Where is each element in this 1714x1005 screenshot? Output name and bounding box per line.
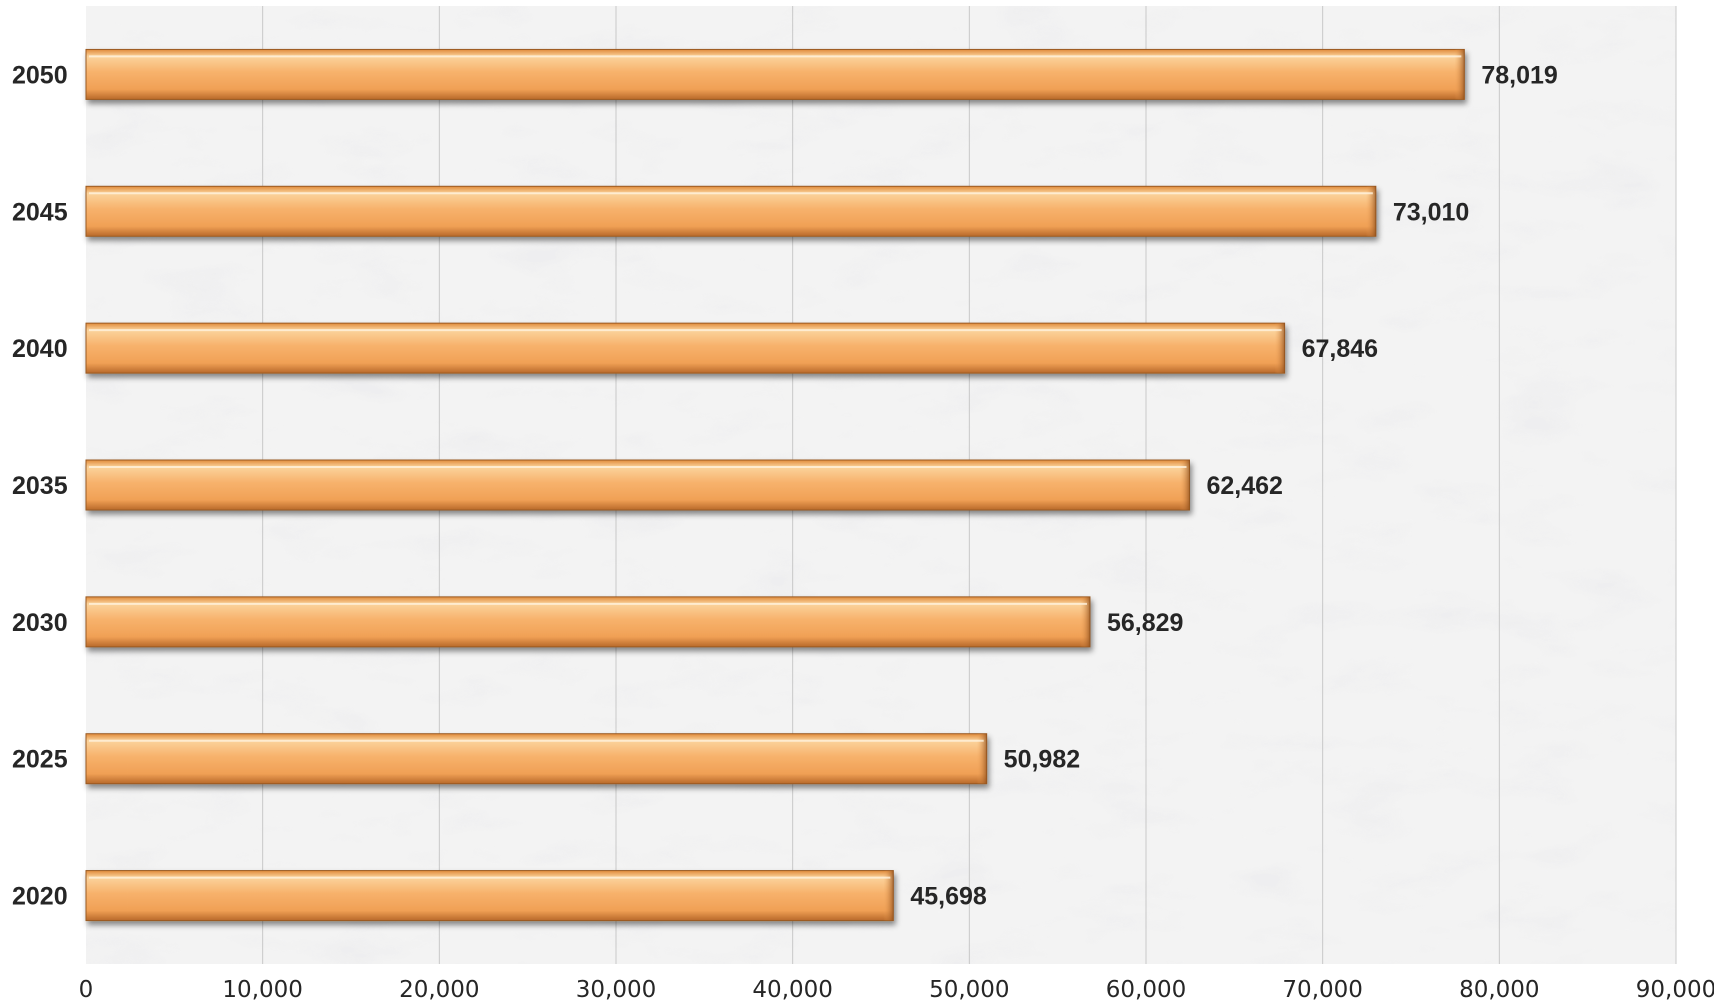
category-label: 2040 (12, 335, 68, 363)
category-label: 2025 (12, 746, 68, 774)
bar-end-bevel (1079, 596, 1090, 647)
bar-end-bevel (1454, 49, 1465, 100)
data-label: 62,462 (1206, 472, 1282, 500)
data-labels: 78,019 73,010 67,846 62,462 56,829 50,982 45,6… (910, 61, 1557, 910)
bar-2040 (85, 322, 1286, 374)
x-tick-label: 80,000 (1459, 977, 1539, 1000)
x-tick-label: 50,000 (929, 977, 1009, 1000)
bar-2020 (85, 870, 894, 922)
bar-2050 (85, 48, 1465, 100)
bar-2030 (85, 596, 1091, 648)
bar-fill (85, 185, 1377, 237)
y-axis-labels: 2050 2045 2040 2035 2030 2025 2020 (12, 61, 68, 910)
x-tick-label: 20,000 (399, 977, 479, 1000)
x-tick-label: 90,000 (1636, 977, 1714, 1000)
x-tick-label: 0 (79, 977, 94, 1000)
data-label: 56,829 (1107, 609, 1183, 637)
data-label: 67,846 (1302, 335, 1378, 363)
bars (85, 48, 1465, 922)
bar-end-bevel (883, 870, 894, 921)
bar-2045 (85, 185, 1377, 237)
category-label: 2030 (12, 609, 68, 637)
x-tick-label: 40,000 (752, 977, 832, 1000)
bar-fill (85, 48, 1465, 100)
bar-end-bevel (976, 733, 987, 784)
x-axis-tick-labels: 0 10,000 20,000 30,000 40,000 50,000 60,000 70,… (79, 977, 1714, 1003)
bar-fill (85, 322, 1286, 374)
bar-2025 (85, 733, 988, 785)
bar-fill (85, 459, 1190, 511)
category-label: 2035 (12, 472, 68, 500)
data-label: 50,982 (1004, 746, 1080, 774)
data-label: 78,019 (1481, 61, 1557, 89)
bar-2035 (85, 459, 1190, 511)
category-label: 2020 (12, 883, 68, 911)
bar-end-bevel (1179, 460, 1190, 510)
category-label: 2050 (12, 61, 68, 89)
x-tick-label: 10,000 (222, 977, 302, 1000)
x-tick-label: 70,000 (1282, 977, 1362, 1000)
x-tick-label: 60,000 (1106, 977, 1186, 1000)
bar-end-bevel (1274, 323, 1285, 374)
data-label: 45,698 (910, 883, 987, 911)
bar-fill (85, 870, 894, 922)
category-label: 2045 (12, 198, 68, 226)
x-tick-label: 30,000 (576, 977, 656, 1000)
bar-end-bevel (1365, 186, 1376, 237)
data-label: 73,010 (1393, 198, 1469, 226)
bar-fill (85, 596, 1091, 648)
